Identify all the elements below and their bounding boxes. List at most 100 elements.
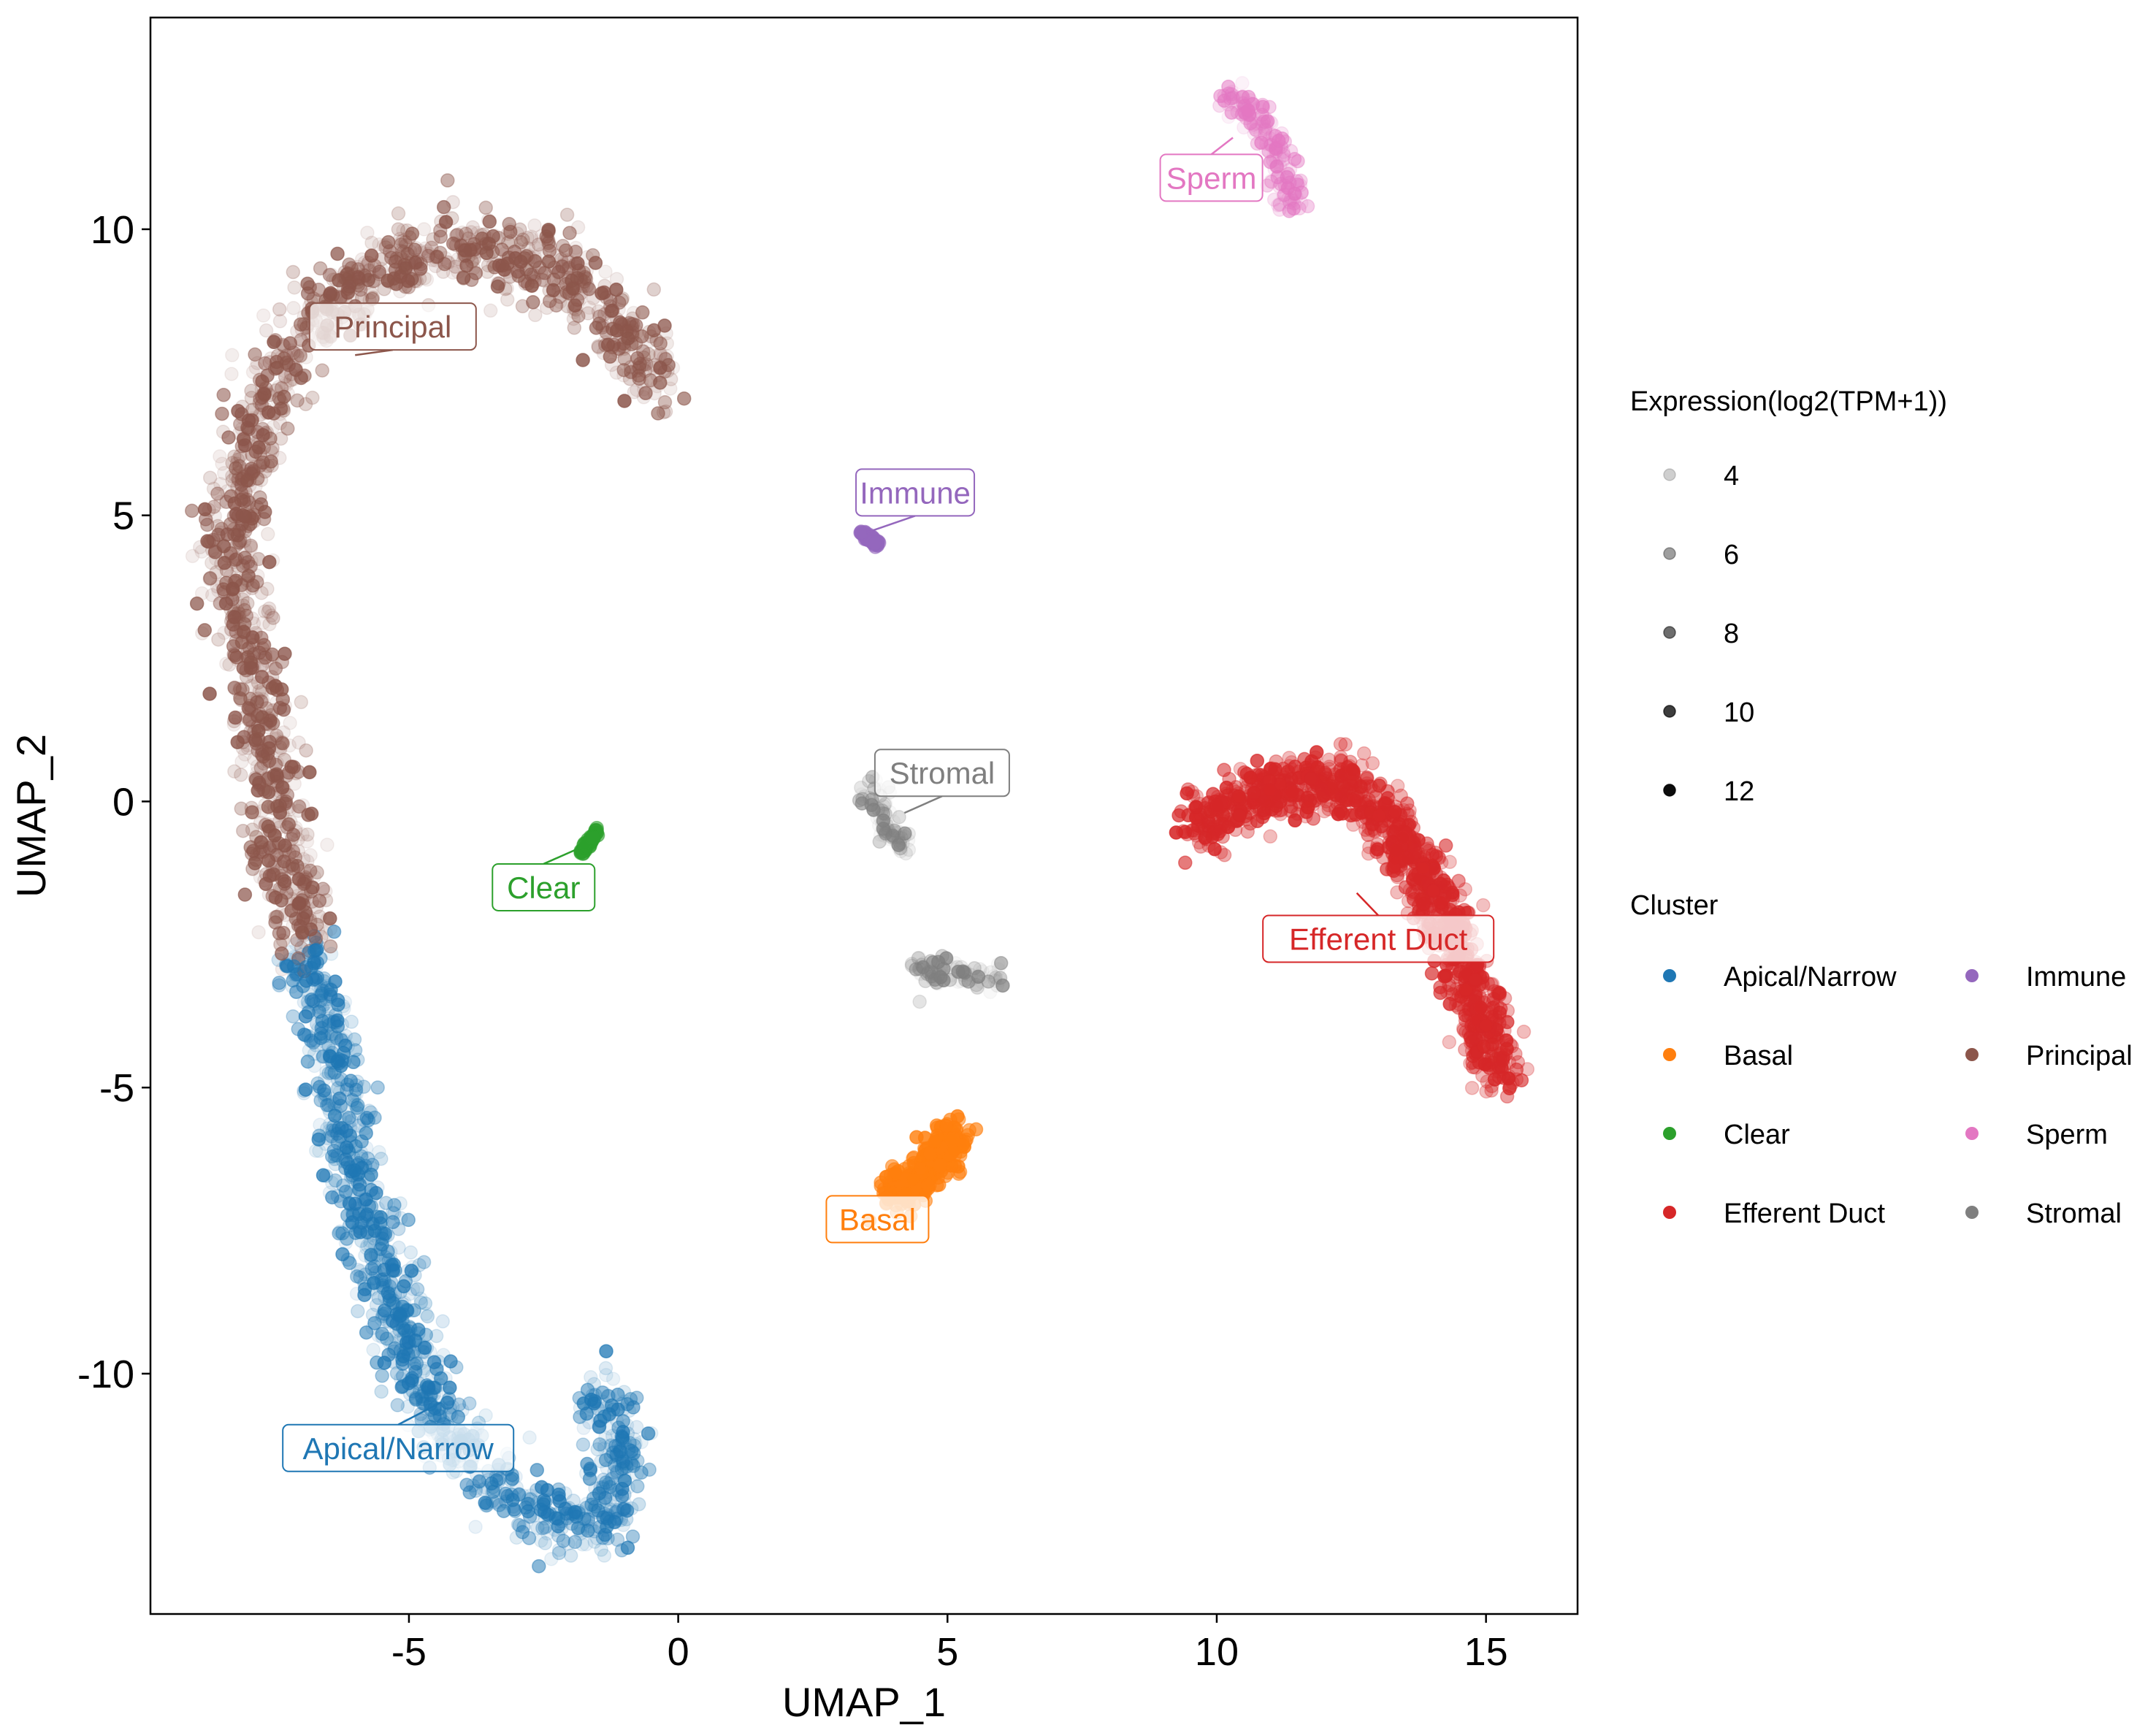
data-point [270, 360, 284, 375]
data-point [351, 1304, 365, 1319]
data-point [265, 647, 280, 662]
data-point [1219, 780, 1234, 795]
data-point [1434, 896, 1448, 911]
data-point [230, 735, 245, 749]
data-point [224, 367, 239, 381]
y-tick-label: -5 [99, 1066, 134, 1110]
data-point [551, 1519, 566, 1534]
data-point [251, 925, 266, 940]
data-point [237, 624, 251, 640]
data-point [261, 853, 276, 868]
data-point [955, 1138, 970, 1152]
data-point [657, 318, 672, 333]
data-point [600, 337, 616, 352]
data-point [413, 1291, 428, 1306]
data-point [1372, 808, 1386, 823]
data-point [559, 207, 575, 222]
data-point [290, 859, 305, 873]
cluster-legend-key [1965, 1206, 1979, 1219]
data-point [370, 1080, 385, 1095]
expression-legend-key [1663, 705, 1676, 718]
data-point [351, 1263, 365, 1277]
data-point [347, 1163, 362, 1178]
data-point [375, 1326, 390, 1342]
data-point [403, 1245, 418, 1260]
data-point [541, 222, 556, 237]
data-point [345, 1215, 360, 1230]
data-point [391, 1240, 406, 1255]
data-point [1217, 93, 1232, 108]
data-point [503, 224, 518, 240]
data-point [629, 1420, 644, 1434]
data-point [505, 1472, 520, 1486]
data-point [1476, 898, 1491, 913]
data-point [236, 823, 251, 838]
cluster-legend-key [1663, 1048, 1676, 1061]
data-point [1231, 789, 1246, 804]
data-point [544, 1551, 559, 1567]
data-point [302, 765, 317, 780]
data-point [256, 615, 271, 630]
data-point [381, 1285, 395, 1301]
data-point [567, 1504, 582, 1520]
data-point [272, 302, 287, 317]
data-point [234, 754, 249, 769]
data-point [1207, 841, 1222, 857]
cluster-legend-items: Apical/Narrow Basal Clear Efferent Duct Immu… [1663, 962, 2133, 1229]
data-point [597, 1527, 613, 1542]
data-point [240, 473, 255, 488]
data-point [401, 1212, 416, 1228]
data-point [551, 1542, 567, 1557]
data-point [215, 456, 229, 471]
data-point [621, 331, 635, 346]
data-point [200, 534, 215, 548]
data-point [280, 958, 295, 974]
data-point [1365, 756, 1380, 770]
data-point [319, 1064, 334, 1079]
data-point [630, 1466, 644, 1482]
data-point [359, 1192, 373, 1207]
data-point [1178, 855, 1193, 871]
data-point [259, 876, 273, 892]
data-point [906, 1171, 921, 1186]
data-point [558, 243, 573, 258]
data-point [197, 502, 213, 517]
data-point [526, 295, 540, 310]
data-point [546, 283, 561, 298]
cluster-label-text: Clear [507, 871, 580, 905]
data-point [427, 1355, 442, 1369]
data-point [1294, 185, 1309, 200]
data-point [478, 200, 493, 215]
data-point [1348, 793, 1363, 808]
data-point [1459, 982, 1473, 998]
data-point [273, 401, 288, 416]
data-point [334, 1058, 348, 1074]
data-point [983, 965, 998, 980]
data-point [1263, 829, 1278, 844]
data-point [348, 1097, 362, 1112]
data-point [272, 314, 288, 329]
data-point [228, 710, 242, 725]
data-point [298, 1082, 313, 1097]
data-point [210, 486, 225, 501]
data-point [1389, 844, 1404, 858]
data-point [372, 1144, 386, 1160]
data-point [400, 273, 416, 288]
data-point [286, 301, 301, 315]
data-point [288, 936, 303, 952]
data-point [576, 1437, 591, 1452]
data-point [599, 1344, 613, 1358]
data-point [1188, 800, 1204, 814]
data-point [313, 1117, 327, 1133]
data-point [1287, 152, 1302, 167]
data-point [284, 760, 299, 774]
data-point [490, 279, 505, 294]
data-point [283, 716, 297, 730]
data-point [262, 616, 277, 632]
data-point [364, 248, 379, 263]
data-point [500, 256, 515, 271]
data-point [955, 964, 971, 979]
data-point [567, 321, 582, 335]
data-point [1309, 745, 1324, 760]
data-point [592, 1420, 607, 1434]
